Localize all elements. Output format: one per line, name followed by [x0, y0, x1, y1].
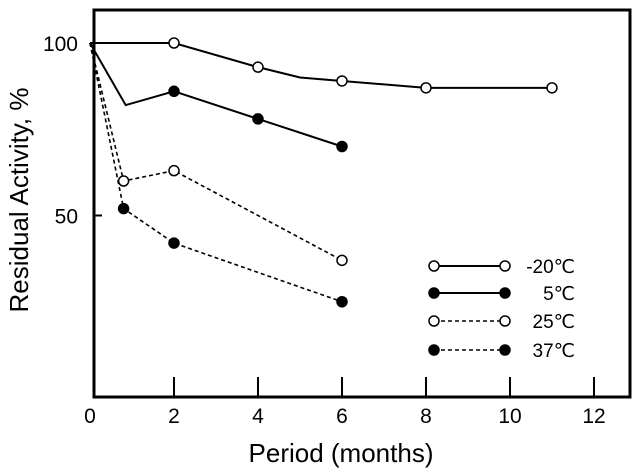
- series-1-point: [252, 61, 264, 73]
- series-4-point: [168, 237, 180, 249]
- series-2-point: [168, 85, 180, 98]
- y-axis-label: Residual Activity, %: [4, 88, 34, 313]
- plot-border: [92, 8, 632, 399]
- x-tick-label: 0: [84, 405, 96, 428]
- legend-label-4: 37℃: [533, 341, 575, 362]
- axis-ticks: 0 2 4 6 8 10 12 50 100: [43, 33, 606, 428]
- legend-marker-3: [428, 315, 440, 327]
- series-4-point: [117, 202, 130, 215]
- x-tick-label: 4: [252, 405, 264, 428]
- x-tick-label: 12: [582, 405, 605, 428]
- series-line-1: [90, 42, 552, 89]
- series-2-point: [252, 113, 264, 125]
- series-1-point: [546, 82, 558, 94]
- plot-frame: [92, 8, 632, 399]
- legend-marker-1: [428, 260, 440, 272]
- series-3-point: [336, 254, 348, 267]
- legend-marker-2: [499, 287, 511, 299]
- legend-marker-4: [499, 344, 511, 356]
- series-markers: [117, 37, 558, 308]
- legend: -20℃ 5℃ 25℃ 37℃: [428, 257, 575, 362]
- legend-marker-1: [499, 260, 511, 272]
- x-tick-label: 2: [168, 405, 180, 428]
- x-tick-label: 8: [420, 405, 432, 428]
- legend-label-3: 25℃: [533, 312, 575, 333]
- y-tick-label: 50: [55, 206, 78, 229]
- series-1-point: [168, 37, 180, 49]
- legend-marker-2: [428, 287, 440, 299]
- series-4-point: [336, 296, 348, 308]
- legend-label-2: 5℃: [543, 284, 575, 305]
- series-lines: [89, 42, 552, 303]
- x-axis-label: Period (months): [249, 438, 434, 468]
- x-tick-label: 10: [498, 405, 521, 428]
- series-3-point: [168, 164, 180, 177]
- legend-marker-4: [428, 344, 440, 356]
- legend-label-1: -20℃: [526, 257, 575, 278]
- legend-marker-3: [499, 315, 511, 327]
- series-line-4: [89, 42, 343, 303]
- series-2-point: [336, 140, 348, 153]
- y-tick-label: 100: [43, 33, 78, 56]
- series-1-point: [336, 75, 348, 87]
- series-line-2: [89, 42, 343, 148]
- series-line-3: [89, 42, 343, 262]
- series-3-point: [117, 175, 130, 187]
- x-tick-label: 6: [336, 405, 348, 428]
- series-1-point: [420, 82, 432, 94]
